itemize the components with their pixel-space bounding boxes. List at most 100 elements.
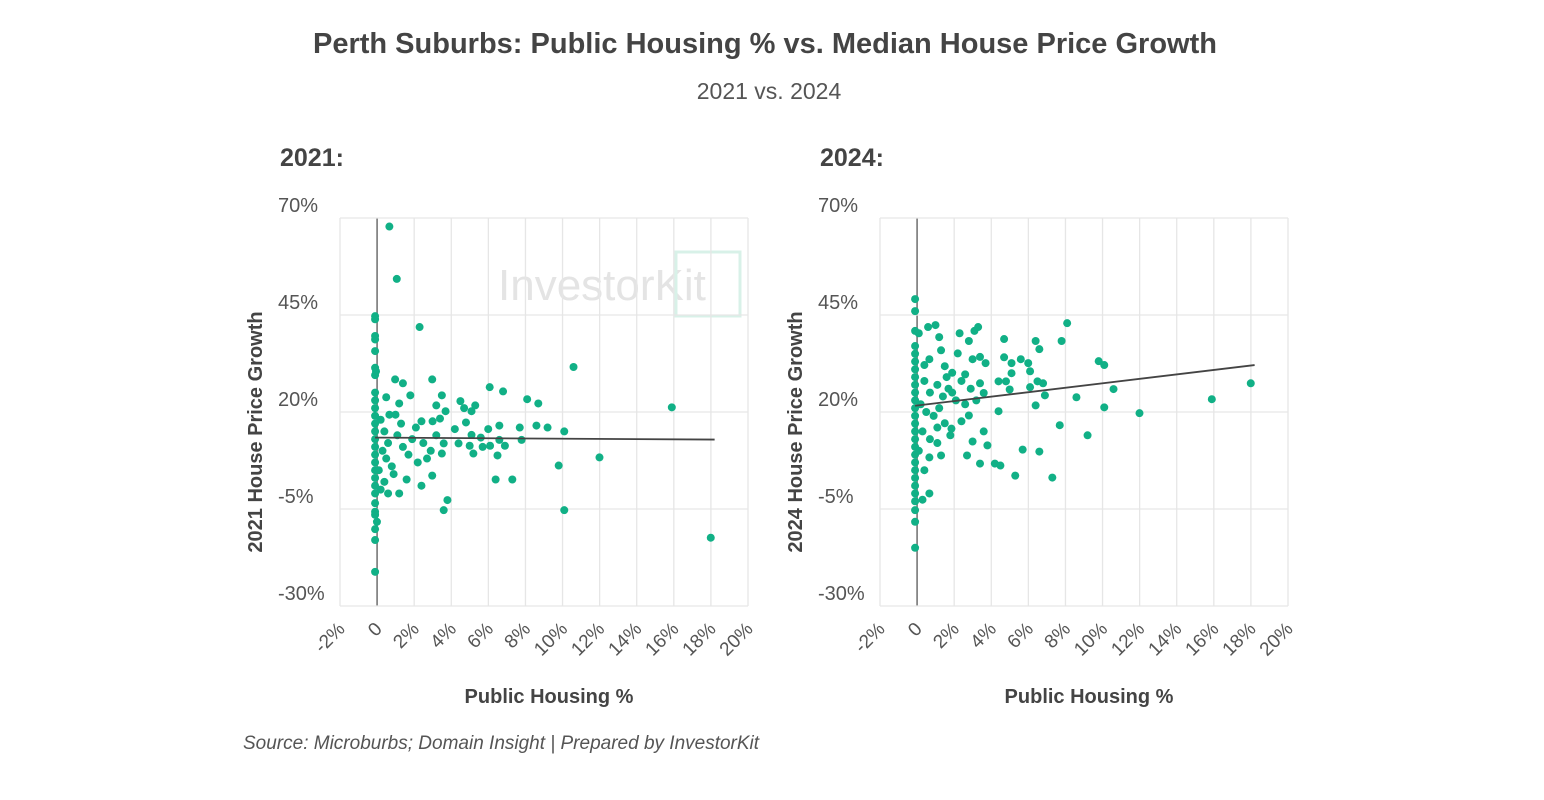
panel-title: 2021:	[280, 144, 344, 172]
data-point	[371, 419, 380, 428]
data-point	[1035, 447, 1044, 456]
data-point	[911, 342, 920, 351]
data-point	[918, 495, 927, 504]
data-point	[1007, 369, 1016, 378]
data-point	[911, 388, 920, 397]
data-point	[371, 525, 380, 534]
data-point	[478, 442, 487, 451]
data-point	[911, 373, 920, 382]
data-point	[441, 407, 450, 416]
data-point	[925, 435, 934, 444]
data-point	[543, 423, 552, 432]
x-tick-label: -2%	[851, 619, 890, 658]
data-point	[961, 370, 970, 379]
data-point	[911, 357, 920, 366]
watermark: InvestorKit	[498, 261, 706, 310]
data-point	[706, 533, 715, 542]
data-point	[925, 355, 934, 364]
data-point	[911, 506, 920, 515]
data-point	[428, 471, 437, 480]
x-tick-label: 0	[364, 619, 386, 641]
data-point	[392, 274, 401, 283]
x-tick-label: 2%	[929, 619, 963, 653]
data-point	[924, 323, 933, 332]
data-point	[1109, 385, 1118, 394]
data-point	[437, 449, 446, 458]
data-point	[979, 388, 988, 397]
data-point	[389, 470, 398, 479]
data-point	[371, 567, 380, 576]
data-point	[408, 435, 417, 444]
data-point	[1031, 336, 1040, 345]
x-tick-label: 18%	[679, 619, 721, 661]
data-point	[397, 419, 406, 428]
watermark-logo-box	[674, 250, 742, 318]
data-point	[963, 451, 972, 460]
data-point	[940, 419, 949, 428]
data-point	[371, 427, 380, 436]
data-point	[1048, 473, 1057, 482]
data-point	[1026, 383, 1035, 392]
data-point	[911, 365, 920, 374]
data-point	[1040, 391, 1049, 400]
data-point	[948, 368, 957, 377]
data-point	[439, 506, 448, 515]
data-point	[994, 377, 1003, 386]
data-point	[380, 477, 389, 486]
x-tick-label: 0	[904, 619, 926, 641]
data-point	[406, 391, 415, 400]
data-point	[667, 403, 676, 412]
data-point	[1000, 335, 1009, 344]
x-tick-label: 8%	[1041, 619, 1075, 653]
data-point	[920, 376, 929, 385]
data-point	[371, 404, 380, 413]
data-point	[376, 415, 385, 424]
data-point	[996, 461, 1005, 470]
data-point	[371, 396, 380, 405]
data-point	[467, 407, 476, 416]
data-point	[931, 321, 940, 330]
data-point	[384, 439, 393, 448]
data-point	[419, 439, 428, 448]
data-point	[417, 417, 426, 426]
data-point	[398, 379, 407, 388]
x-tick-label: 2%	[389, 619, 423, 653]
data-point	[404, 450, 413, 459]
data-point	[426, 446, 435, 455]
data-point	[391, 375, 400, 384]
data-point	[964, 411, 973, 420]
x-tick-label: 12%	[567, 619, 609, 661]
data-point	[374, 466, 383, 475]
data-point	[417, 481, 426, 490]
x-tick-label: 20%	[716, 619, 758, 661]
data-point	[436, 414, 444, 423]
data-point	[911, 396, 920, 405]
data-point	[439, 439, 448, 448]
x-tick-label: 10%	[1070, 619, 1112, 661]
data-point	[428, 417, 437, 426]
x-tick-label: 6%	[1004, 619, 1038, 653]
data-point	[925, 489, 934, 498]
data-point	[469, 449, 478, 458]
y-tick-label: -30%	[278, 583, 325, 605]
data-point	[380, 427, 389, 436]
data-point	[371, 473, 380, 482]
data-point	[935, 333, 944, 342]
data-point	[413, 458, 422, 467]
data-point	[940, 362, 949, 371]
data-point	[911, 349, 920, 358]
data-point	[465, 441, 474, 450]
data-point	[937, 346, 946, 355]
y-axis-label: 2021 House Price Growth	[245, 311, 267, 552]
data-point	[371, 450, 380, 459]
data-point	[371, 442, 380, 451]
data-point	[371, 499, 380, 508]
data-point	[964, 336, 973, 345]
data-point	[499, 387, 508, 396]
data-point	[423, 454, 432, 463]
data-point	[456, 397, 465, 406]
x-tick-label: 10%	[530, 619, 572, 661]
data-point	[957, 376, 966, 385]
data-point	[385, 410, 394, 419]
data-point	[402, 475, 411, 484]
